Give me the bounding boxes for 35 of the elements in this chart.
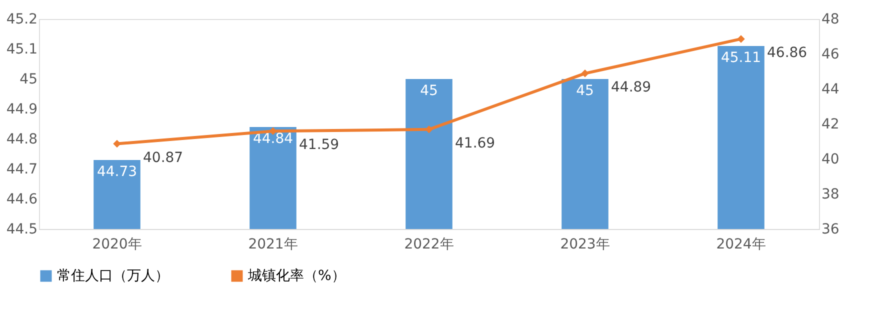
point: [581, 70, 589, 78]
y2-tick-label: 48: [822, 12, 840, 28]
data-label: 45: [576, 83, 594, 99]
data-label: 41.69: [455, 135, 496, 152]
point: [737, 35, 745, 43]
legend-label: 城镇化率（%）: [247, 268, 346, 284]
y2-tick-label: 44: [822, 82, 840, 98]
y-tick-label: 45: [20, 72, 38, 88]
data-label: 46.86: [767, 44, 808, 61]
data-label: 45: [420, 83, 438, 99]
x-tick-label: 2020年: [92, 236, 142, 252]
y2-tick-label: 40: [822, 152, 840, 168]
y2-tick-label: 38: [822, 186, 840, 202]
data-label: 44.89: [611, 79, 652, 96]
x-tick-label: 2023年: [560, 236, 610, 252]
x-tick-label: 2021年: [248, 236, 298, 252]
point: [113, 140, 121, 148]
data-label: 44.73: [96, 164, 138, 180]
legend-label: 常住人口（万人）: [57, 268, 169, 284]
y-tick-label: 44.9: [6, 102, 38, 118]
x-tick-label: 2022年: [404, 236, 454, 252]
y2-tick-label: 46: [822, 46, 840, 62]
y-tick-label: 44.5: [6, 222, 38, 238]
y-tick-label: 44.8: [6, 132, 38, 148]
y-tick-label: 44.7: [6, 162, 38, 178]
data-label: 44.84: [252, 131, 294, 147]
data-label: 40.87: [143, 150, 184, 166]
y-tick-label: 44.6: [6, 192, 38, 208]
x-tick-label: 2024年: [716, 236, 766, 252]
y-tick-label: 45.2: [6, 12, 38, 28]
y2-tick-label: 42: [822, 116, 840, 132]
data-label: 41.59: [299, 137, 340, 154]
y2-tick-label: 36: [822, 222, 840, 238]
data-label: 45.11: [720, 50, 762, 66]
y-tick-label: 45.1: [6, 42, 38, 58]
